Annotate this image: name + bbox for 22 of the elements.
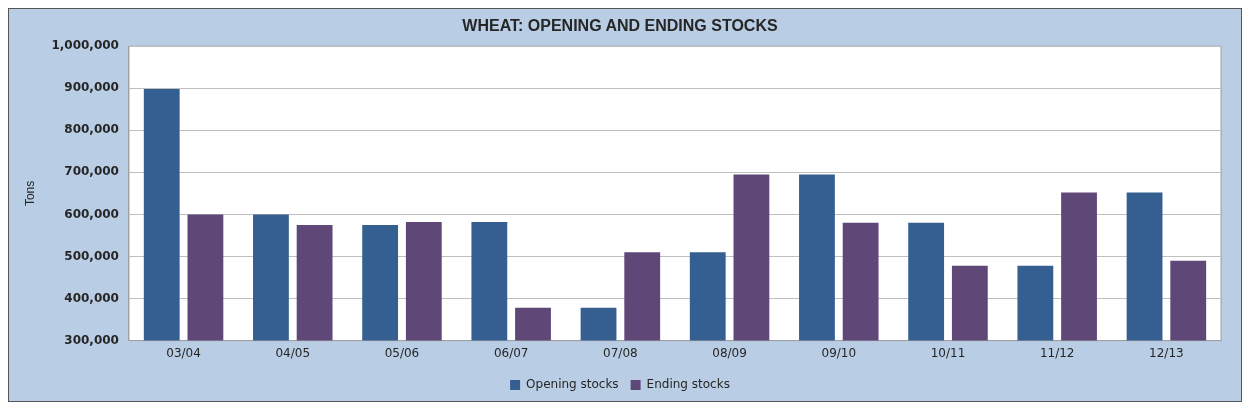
- x-tick-label: 11/12: [1039, 345, 1075, 360]
- x-tick-label: 09/10: [821, 345, 857, 360]
- x-tick-label: 10/11: [930, 345, 966, 360]
- y-tick-label: 400,000: [64, 290, 119, 305]
- y-tick-label: 500,000: [64, 248, 119, 263]
- y-tick-label: 300,000: [64, 332, 119, 347]
- y-tick-label: 600,000: [64, 206, 119, 221]
- chart-title: WHEAT: OPENING AND ENDING STOCKS: [462, 17, 778, 35]
- legend-label: Ending stocks: [646, 377, 730, 392]
- y-tick-label: 700,000: [64, 164, 119, 179]
- y-tick-label: 800,000: [64, 122, 119, 137]
- y-tick-label: 1,000,000: [51, 38, 119, 53]
- x-tick-label: 07/08: [603, 345, 638, 360]
- x-tick-label: 08/09: [712, 345, 747, 360]
- y-axis-title: Tons: [22, 180, 37, 207]
- x-tick-label: 05/06: [384, 345, 420, 360]
- y-tick-label: 900,000: [64, 80, 119, 95]
- x-tick-label: 06/07: [493, 345, 529, 360]
- x-tick-label: 12/13: [1149, 345, 1184, 360]
- x-tick-label: 03/04: [166, 345, 201, 360]
- x-tick-label: 04/05: [275, 345, 311, 360]
- legend-label: Opening stocks: [526, 377, 619, 392]
